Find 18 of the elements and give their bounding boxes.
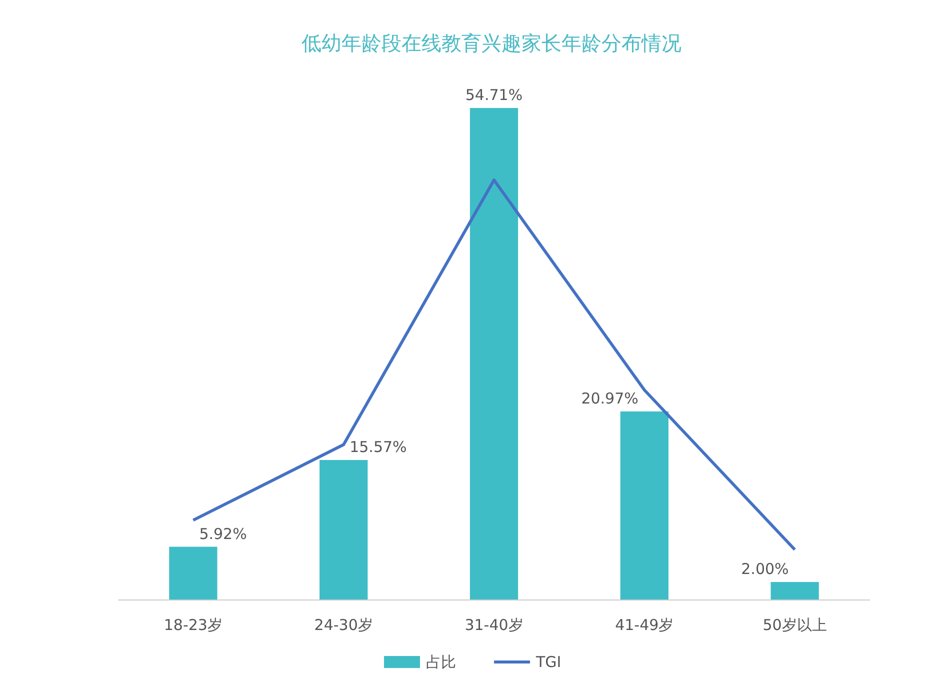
data-label: 15.57% xyxy=(350,438,407,456)
data-label: 54.71% xyxy=(465,86,523,104)
x-tick-label: 31-40岁 xyxy=(464,616,524,634)
bar xyxy=(320,460,368,600)
chart-title: 低幼年龄段在线教育兴趣家长年龄分布情况 xyxy=(302,31,682,55)
data-label: 20.97% xyxy=(581,389,638,408)
x-tick-label: 24-30岁 xyxy=(314,616,373,634)
bar xyxy=(470,108,518,600)
data-label: 2.00% xyxy=(741,560,789,578)
x-tick-label: 41-49岁 xyxy=(615,616,674,634)
bar xyxy=(770,582,819,600)
bar xyxy=(169,546,218,600)
legend-label: TGI xyxy=(535,653,562,671)
data-label: 5.92% xyxy=(199,524,247,543)
x-tick-label: 18-23岁 xyxy=(164,616,222,634)
legend-label: 占比 xyxy=(426,653,456,671)
x-tick-label: 50岁以上 xyxy=(762,616,827,634)
bar xyxy=(620,411,668,600)
